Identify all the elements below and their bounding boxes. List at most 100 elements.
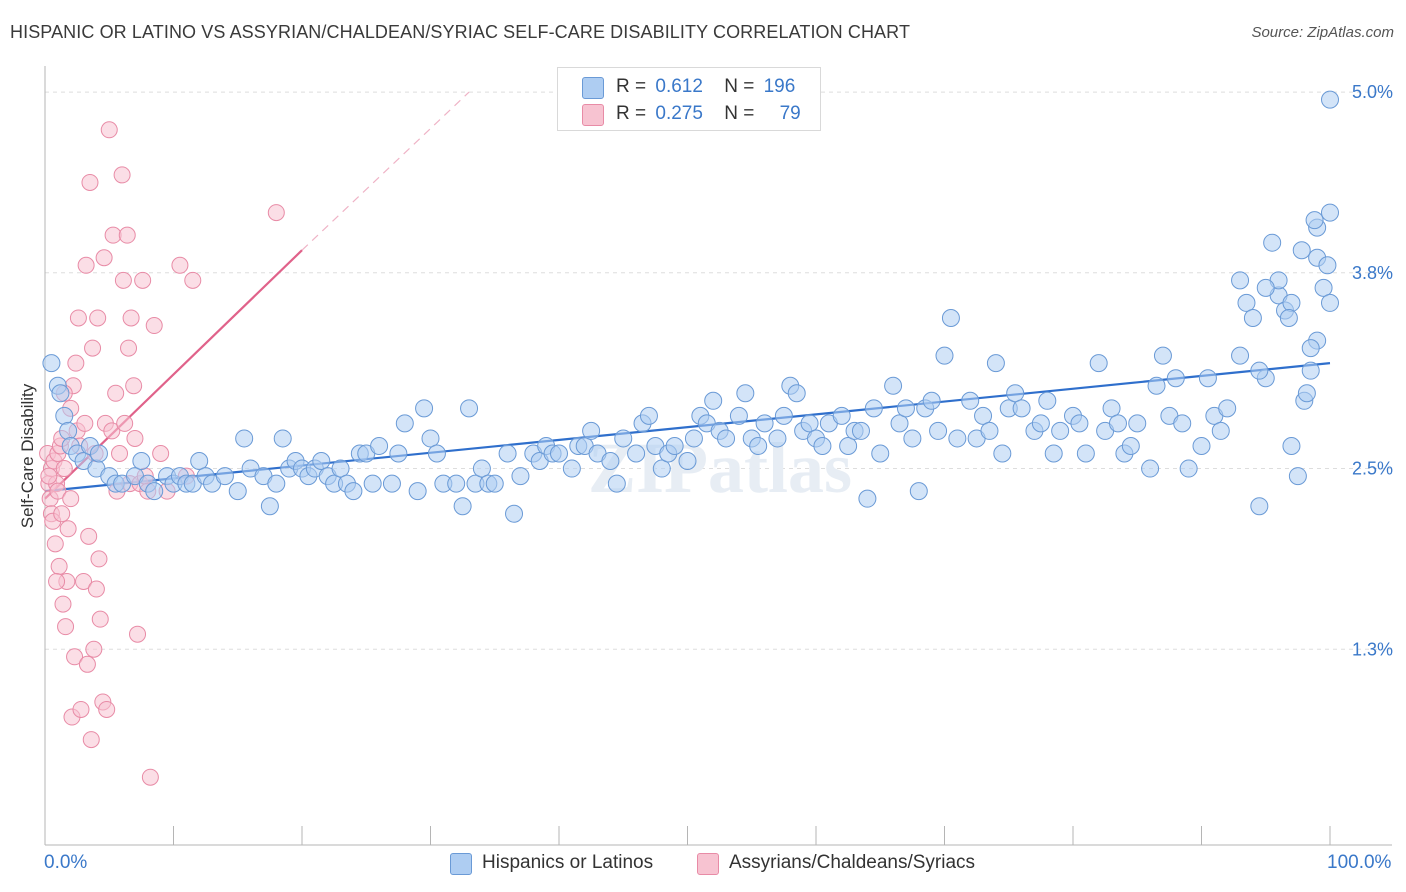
hispanic-point	[1012, 399, 1031, 418]
hispanic-point	[1070, 414, 1089, 433]
hispanic-point	[1141, 459, 1160, 478]
hispanic-point	[1250, 497, 1269, 516]
hispanic-point	[1301, 339, 1320, 358]
hispanic-point	[415, 399, 434, 418]
hispanic-point	[1179, 459, 1198, 478]
hispanic-point	[395, 414, 414, 433]
assyrian-point	[50, 557, 68, 575]
hispanic-point	[485, 474, 504, 493]
hispanic-point	[884, 376, 903, 395]
assyrian-point	[126, 429, 144, 447]
hispanic-point	[755, 414, 774, 433]
hispanic-point	[1237, 293, 1256, 312]
assyrian-point	[122, 309, 140, 327]
hispanic-point	[986, 354, 1005, 373]
hispanic-point	[813, 436, 832, 455]
hispanic-point	[1305, 211, 1324, 230]
assyrian-point	[104, 226, 122, 244]
assyrian-point	[78, 655, 96, 673]
hispanic-point	[1031, 414, 1050, 433]
hispanic-point	[1301, 361, 1320, 380]
hispanic-point	[447, 474, 466, 493]
hispanic-point	[832, 406, 851, 425]
hispanic-point	[550, 444, 568, 463]
assyrian-point	[69, 309, 87, 327]
hispanic-point	[1147, 376, 1166, 395]
legend-swatch-blue	[582, 77, 604, 99]
hispanic-point	[1153, 346, 1172, 365]
hispanic-point	[1102, 399, 1121, 418]
assyrian-point	[72, 700, 90, 718]
assyrian-trend-extension	[301, 91, 470, 251]
assyrian-point	[49, 482, 67, 500]
assyrian-point	[80, 527, 98, 545]
assyrian-point	[82, 731, 100, 749]
x-tick-label-max: 100.0%	[1327, 852, 1392, 873]
hispanic-point	[132, 452, 151, 471]
assyrian-point	[107, 384, 125, 402]
assyrian-point	[91, 610, 109, 628]
assyrian-point	[66, 648, 84, 666]
assyrian-point	[67, 354, 85, 372]
series-legend: Hispanics or Latinos Assyrians/Chaldeans…	[0, 851, 1406, 879]
r-value: 0.275	[655, 103, 703, 124]
hispanic-point	[1288, 467, 1307, 486]
gridlines	[45, 91, 1392, 650]
correlation-legend: R = 0.612 N = 196 R = 0.275 N = 79	[557, 67, 821, 131]
hispanic-point	[145, 482, 164, 501]
hispanic-point	[215, 467, 234, 486]
y-tick-label: 5.0%	[1352, 82, 1393, 102]
hispanic-point	[941, 308, 960, 327]
hispanic-point	[51, 384, 70, 403]
hispanic-point	[774, 406, 793, 425]
hispanic-point	[929, 421, 948, 440]
hispanic-point	[363, 474, 382, 493]
y-axis-label: Self-Care Disability	[18, 383, 37, 528]
hispanic-point	[460, 399, 479, 418]
hispanic-point	[909, 482, 928, 501]
hispanic-point	[1218, 399, 1237, 418]
assyrian-point	[184, 271, 202, 289]
hispanic-point	[607, 474, 626, 493]
assyrian-point	[54, 595, 72, 613]
n-value: 79	[779, 103, 801, 124]
hispanic-point	[948, 429, 967, 448]
hispanic-point	[1192, 436, 1211, 455]
assyrian-point	[152, 445, 170, 462]
hispanic-point	[717, 429, 736, 448]
legend-swatch-blue	[450, 853, 472, 875]
assyrian-point	[103, 422, 121, 440]
hispanic-point	[267, 474, 286, 493]
hispanic-points	[42, 90, 1339, 523]
r-label: R =	[616, 76, 647, 97]
hispanic-point	[1231, 346, 1250, 365]
hispanic-point	[652, 459, 671, 478]
hispanic-point	[582, 421, 601, 440]
hispanic-point	[370, 436, 389, 455]
hispanic-point	[768, 429, 787, 448]
hispanic-point	[89, 444, 108, 463]
hispanic-point	[1250, 361, 1269, 380]
n-label: N =	[724, 103, 755, 124]
hispanic-point	[312, 452, 331, 471]
assyrian-point	[114, 271, 132, 289]
hispanic-point	[453, 497, 472, 516]
hispanic-point	[511, 467, 530, 486]
n-value: 196	[763, 76, 796, 97]
hispanic-point	[839, 436, 858, 455]
hispanic-point	[1198, 369, 1217, 388]
assyrian-point	[113, 166, 131, 184]
assyrian-point	[46, 535, 64, 553]
hispanic-point	[273, 429, 292, 448]
legend-label: Assyrians/Chaldeans/Syriacs	[729, 852, 976, 873]
hispanic-point	[1076, 444, 1095, 463]
y-tick-labels: 1.3% 2.5% 3.8% 5.0%	[1352, 82, 1393, 659]
hispanic-point	[42, 354, 61, 373]
hispanic-point	[601, 452, 620, 471]
hispanic-point	[787, 384, 806, 403]
assyrian-point	[120, 339, 138, 357]
assyrian-point	[116, 414, 134, 432]
hispanic-point	[704, 391, 723, 410]
assyrian-point	[100, 121, 118, 139]
hispanic-point	[935, 346, 954, 365]
